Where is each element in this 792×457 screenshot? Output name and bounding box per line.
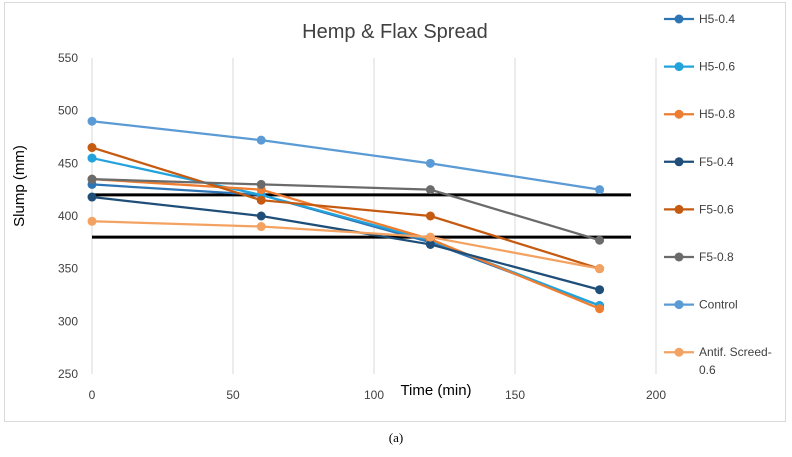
y-tick-label: 500	[58, 104, 78, 118]
series-line-H5-0.8	[91, 178, 601, 310]
series-line-F5-0.8	[91, 178, 600, 242]
data-point-F5-0.4	[425, 239, 435, 249]
x-tick-label: 0	[89, 388, 96, 402]
gridlines	[91, 58, 657, 374]
data-point-H5-0.8	[595, 304, 605, 314]
y-tick-label: 350	[58, 262, 78, 276]
legend-label-H5-0.4: H5-0.4	[699, 12, 735, 26]
x-tick-label: 150	[505, 388, 525, 402]
x-tick-label: 200	[646, 388, 666, 402]
data-point-Control	[87, 116, 97, 126]
series-line-Antif. Screed-0.6	[91, 220, 600, 270]
legend-label-Control: Control	[699, 298, 738, 312]
legend-marker-H5-0.8	[674, 109, 684, 119]
y-tick-label: 400	[58, 209, 78, 223]
x-axis-label: Time (min)	[400, 382, 471, 399]
legend-label-F5-0.4: F5-0.4	[699, 155, 734, 169]
legend-marker-F5-0.8	[674, 252, 684, 262]
legend-label-H5-0.6: H5-0.6	[699, 60, 735, 74]
data-point-H5-0.6	[87, 153, 97, 163]
data-point-Antif. Screed-0.6	[595, 264, 605, 274]
data-point-Control	[425, 158, 435, 168]
legend-marker-Antif. Screed-0.6	[674, 347, 684, 357]
legend-label-F5-0.8: F5-0.8	[699, 250, 734, 264]
data-point-F5-0.4	[256, 211, 266, 221]
data-point-F5-0.4	[595, 285, 605, 295]
legend: H5-0.4 H5-0.6 H5-0.8 F5-0.4 F5-0.6 F5-0.8 Cont…	[664, 12, 772, 377]
series-line-F5-0.4	[91, 195, 600, 291]
chart-frame	[4, 2, 786, 422]
data-point-F5-0.8	[87, 174, 97, 184]
y-tick-label: 300	[58, 314, 78, 328]
y-axis-label: Slump (mm)	[11, 145, 28, 227]
legend-marker-H5-0.6	[674, 62, 684, 72]
y-tick-label: 450	[58, 156, 78, 170]
y-tick-label: 550	[58, 51, 78, 65]
y-tick-label: 250	[58, 367, 78, 381]
data-point-F5-0.8	[595, 235, 605, 245]
data-point-Antif. Screed-0.6	[425, 232, 435, 242]
axes: 0 50 100 150 200 250 300 350 400 450 500 550	[58, 51, 666, 402]
chart-title: Hemp & Flax Spread	[302, 21, 488, 43]
figure-caption: (a)	[388, 430, 404, 445]
legend-marker-H5-0.4	[674, 14, 684, 24]
data-point-Antif. Screed-0.6	[256, 222, 266, 232]
series-line-Control	[91, 120, 600, 191]
data-point-F5-0.6	[256, 195, 266, 205]
series-lines	[87, 116, 605, 314]
data-point-F5-0.8	[425, 185, 435, 195]
data-point-F5-0.6	[425, 211, 435, 221]
legend-label-F5-0.6: F5-0.6	[699, 202, 734, 216]
x-tick-label: 50	[226, 388, 240, 402]
data-point-Control	[256, 135, 266, 145]
data-point-Antif. Screed-0.6	[87, 216, 97, 226]
data-point-F5-0.6	[87, 143, 97, 153]
legend-marker-F5-0.6	[674, 204, 684, 214]
data-point-Control	[595, 185, 605, 195]
series-line-F5-0.6	[91, 146, 600, 270]
legend-label-H5-0.8: H5-0.8	[699, 107, 735, 121]
data-point-F5-0.8	[256, 179, 266, 189]
legend-marker-Control	[674, 300, 684, 310]
legend-marker-F5-0.4	[674, 157, 684, 167]
data-point-F5-0.4	[87, 192, 97, 202]
legend-label-Antif. Screed-0.6: Antif. Screed-0.6	[699, 345, 772, 377]
x-tick-label: 100	[364, 388, 384, 402]
reference-lines	[92, 193, 631, 239]
